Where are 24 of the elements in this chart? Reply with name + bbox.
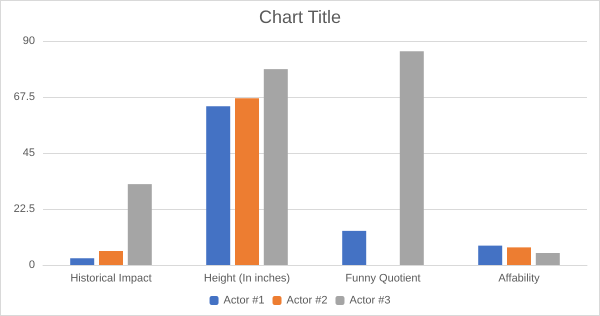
- bar: [507, 247, 531, 265]
- bar: [128, 184, 152, 265]
- bar: [99, 251, 123, 265]
- bar: [478, 246, 502, 265]
- bar: [342, 230, 366, 265]
- y-tick-label: 67.5: [14, 91, 35, 103]
- bar: [206, 106, 230, 265]
- y-tick-label: 45: [22, 147, 35, 159]
- x-tick-label: Height (In inches): [204, 272, 290, 284]
- legend-label: Actor #2: [286, 294, 328, 306]
- bar: [400, 51, 424, 265]
- x-tick-label: Affability: [498, 272, 540, 284]
- legend-label: Actor #1: [224, 294, 265, 306]
- y-tick-label: 90: [22, 35, 35, 47]
- x-tick-label: Historical Impact: [70, 272, 152, 284]
- y-tick-label: 0: [28, 259, 35, 271]
- x-tick-label: Funny Quotient: [345, 272, 421, 284]
- legend-label: Actor #3: [349, 294, 390, 306]
- bar: [264, 69, 288, 265]
- bar: [235, 98, 259, 265]
- chart-title: Chart Title: [258, 7, 342, 27]
- bar: [70, 258, 94, 265]
- bar: [536, 253, 560, 265]
- y-tick-label: 22.5: [14, 203, 35, 215]
